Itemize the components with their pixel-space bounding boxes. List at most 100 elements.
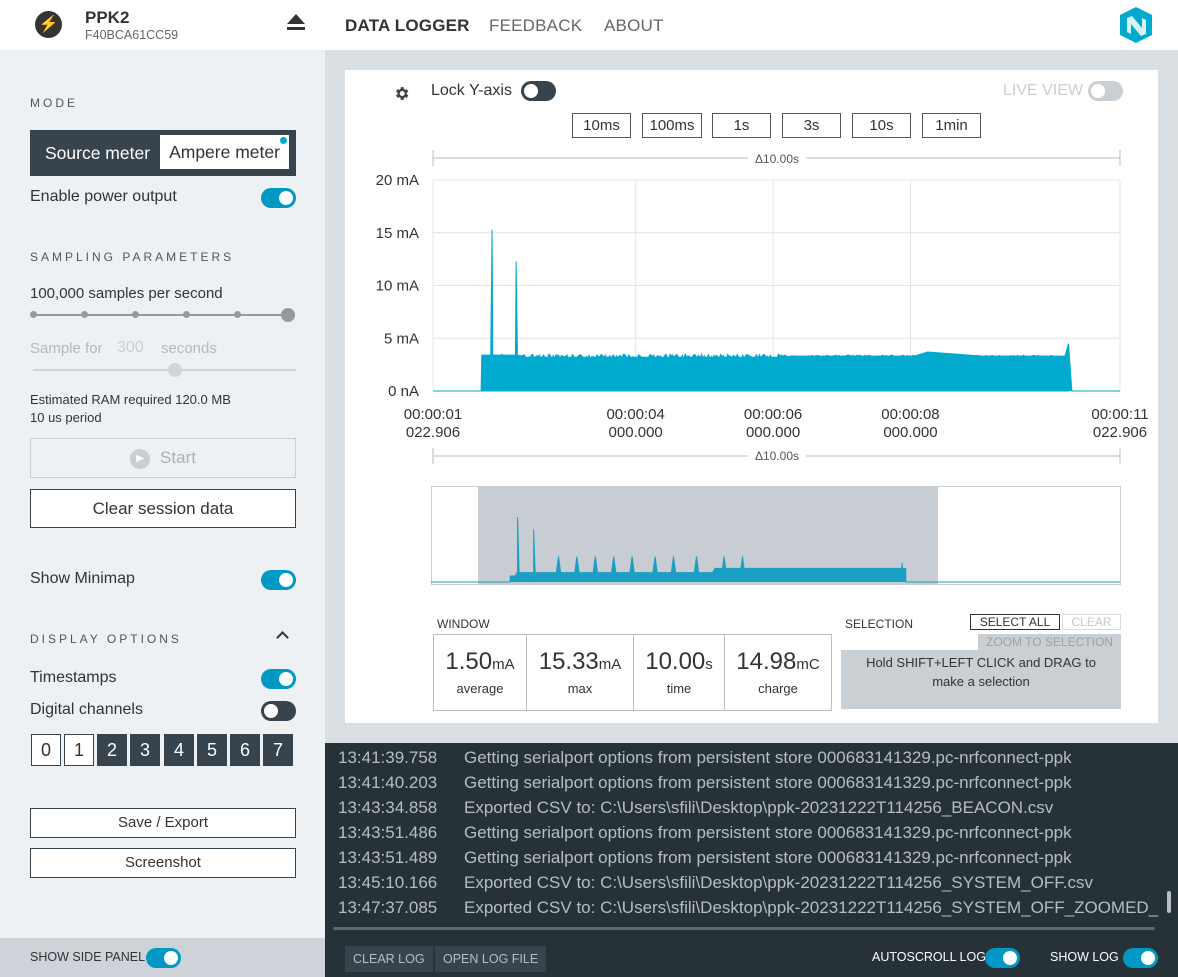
plug-icon[interactable]: ⚡ <box>35 11 62 38</box>
mode-ampere-meter[interactable]: Ampere meter <box>160 135 289 169</box>
minimap[interactable] <box>431 486 1122 586</box>
window-1min-button[interactable]: 1min <box>922 113 981 138</box>
select-all-button[interactable]: SELECT ALL <box>970 614 1060 630</box>
window-3s-button[interactable]: 3s <box>782 113 841 138</box>
charge-caption: charge <box>725 681 831 696</box>
duration-slider[interactable] <box>33 369 296 371</box>
stat-charge: 14.98mC charge <box>724 634 832 711</box>
log-timestamp: 13:43:51.486 <box>338 823 437 843</box>
log-message: Exported CSV to: C:\Users\sfili\Desktop\… <box>464 798 1162 818</box>
sample-for-input[interactable]: 300 <box>117 339 144 357</box>
start-label: Start <box>160 448 196 467</box>
gear-icon[interactable] <box>393 85 410 102</box>
clear-session-button[interactable]: Clear session data <box>30 489 296 528</box>
live-view-toggle[interactable] <box>1088 81 1123 101</box>
eject-icon[interactable] <box>287 14 305 34</box>
device-name[interactable]: PPK2 <box>85 8 129 28</box>
tab-feedback[interactable]: FEEDBACK <box>489 16 582 36</box>
display-options-heading: DISPLAY OPTIONS <box>30 632 182 646</box>
average-unit: mA <box>492 656 515 673</box>
show-minimap-label: Show Minimap <box>30 570 135 588</box>
zoom-to-selection-button[interactable]: ZOOM TO SELECTION <box>978 634 1121 650</box>
log-timestamp: 13:41:39.758 <box>338 748 437 768</box>
channel-2-button[interactable]: 2 <box>97 734 127 766</box>
selection-hint: Hold SHIFT+LEFT CLICK and DRAG to make a… <box>841 650 1121 709</box>
save-export-button[interactable]: Save / Export <box>30 808 296 838</box>
channel-5-button[interactable]: 5 <box>197 734 227 766</box>
log-horizontal-scrollbar[interactable] <box>333 927 1155 930</box>
log-message: Getting serialport options from persiste… <box>464 773 1162 793</box>
log-message: Getting serialport options from persiste… <box>464 848 1162 868</box>
x-tick-label: 000.000 <box>746 424 800 441</box>
lock-y-axis-label: Lock Y-axis <box>431 82 512 100</box>
sample-rate-thumb[interactable] <box>281 308 295 322</box>
average-caption: average <box>434 681 526 696</box>
average-value: 1.50 <box>445 648 492 675</box>
clear-log-button[interactable]: CLEAR LOG <box>345 946 433 972</box>
delta-label-bottom: Δ10.00s <box>755 449 799 463</box>
channel-3-button[interactable]: 3 <box>130 734 160 766</box>
autoscroll-log-toggle[interactable] <box>985 948 1020 968</box>
log-message: Getting serialport options from persiste… <box>464 823 1162 843</box>
x-tick-label: 00:00:08 <box>881 406 939 423</box>
max-unit: mA <box>599 656 622 673</box>
digital-channels-toggle[interactable] <box>261 701 296 721</box>
time-value: 10.00 <box>645 648 705 675</box>
channel-7-button[interactable]: 7 <box>263 734 293 766</box>
tab-data-logger[interactable]: DATA LOGGER <box>345 16 470 36</box>
clear-selection-button[interactable]: CLEAR <box>1062 614 1121 630</box>
log-message: Getting serialport options from persiste… <box>464 748 1162 768</box>
open-log-file-button[interactable]: OPEN LOG FILE <box>435 946 546 972</box>
window-100ms-button[interactable]: 100ms <box>642 113 702 138</box>
show-minimap-toggle[interactable] <box>261 570 296 590</box>
sample-period: 10 us period <box>30 410 102 425</box>
channel-4-button[interactable]: 4 <box>164 734 194 766</box>
window-10ms-button[interactable]: 10ms <box>572 113 631 138</box>
ram-estimate: Estimated RAM required 120.0 MB <box>30 392 231 407</box>
current-trace <box>433 230 1120 391</box>
x-tick-label: 022.906 <box>406 424 460 441</box>
y-tick-label: 20 mA <box>376 172 419 189</box>
x-axis: 00:00:01022.90600:00:04000.00000:00:0600… <box>404 406 1149 441</box>
show-log-label: SHOW LOG <box>1050 950 1119 964</box>
mode-source-meter[interactable]: Source meter <box>45 143 150 164</box>
channel-1-button[interactable]: 1 <box>64 734 94 766</box>
sample-for-unit: seconds <box>161 340 217 357</box>
tab-about[interactable]: ABOUT <box>604 16 664 36</box>
window-1s-button[interactable]: 1s <box>712 113 771 138</box>
play-icon: ▶ <box>130 449 150 469</box>
y-tick-label: 0 nA <box>388 383 419 400</box>
selection-label: SELECTION <box>845 617 913 631</box>
log-message: Exported CSV to: C:\Users\sfili\Desktop\… <box>464 873 1162 893</box>
window-label: WINDOW <box>437 617 490 631</box>
sampling-heading: SAMPLING PARAMETERS <box>30 250 234 264</box>
show-log-toggle[interactable] <box>1123 948 1158 968</box>
lock-y-axis-toggle[interactable] <box>521 81 556 101</box>
y-tick-label: 5 mA <box>384 330 419 347</box>
sample-rate-slider[interactable] <box>33 314 288 316</box>
show-side-panel-toggle[interactable] <box>146 948 181 968</box>
x-tick-label: 000.000 <box>609 424 663 441</box>
y-axis: 20 mA 15 mA 10 mA 5 mA 0 nA <box>376 172 419 400</box>
current-chart[interactable]: Δ10.00s 20 mA 15 mA 10 mA 5 mA 0 nA 00:00:01… <box>345 140 1158 470</box>
charge-unit: mC <box>796 656 819 673</box>
stat-average: 1.50mA average <box>433 634 527 711</box>
timestamps-toggle[interactable] <box>261 669 296 689</box>
delta-label-top: Δ10.00s <box>755 152 799 166</box>
show-side-panel-label: SHOW SIDE PANEL <box>30 950 145 964</box>
delta-bar-top: Δ10.00s <box>433 150 1120 166</box>
log-message: Exported CSV to: C:\Users\sfili\Desktop\… <box>464 898 1162 918</box>
max-caption: max <box>527 681 633 696</box>
stat-max: 15.33mA max <box>526 634 634 711</box>
enable-power-toggle[interactable] <box>261 188 296 208</box>
channel-0-button[interactable]: 0 <box>31 734 61 766</box>
channel-6-button[interactable]: 6 <box>230 734 260 766</box>
log-timestamp: 13:43:51.489 <box>338 848 437 868</box>
log-vertical-scrollbar[interactable] <box>1167 891 1171 913</box>
start-button[interactable]: ▶ Start <box>30 438 296 478</box>
charge-value: 14.98 <box>736 648 796 675</box>
digital-channels-label: Digital channels <box>30 701 143 719</box>
window-10s-button[interactable]: 10s <box>852 113 911 138</box>
duration-thumb[interactable] <box>168 363 182 377</box>
screenshot-button[interactable]: Screenshot <box>30 848 296 878</box>
